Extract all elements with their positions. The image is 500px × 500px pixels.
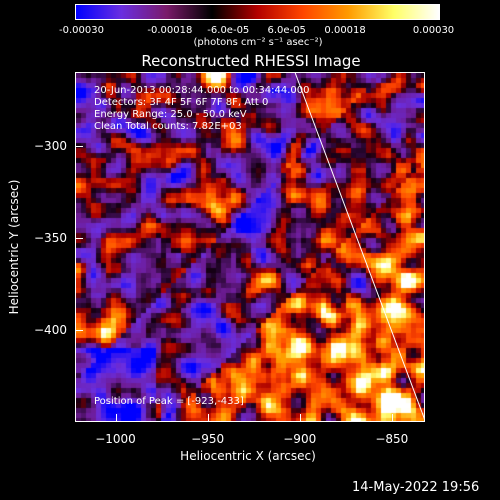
annotation-detectors: Detectors: 3F 4F 5F 6F 7F 8F, Att 0 <box>94 97 269 108</box>
plot-overlay <box>294 73 424 420</box>
heatmap-image <box>76 73 424 421</box>
colorbar-tick-label: -0.00018 <box>147 25 193 36</box>
x-tick-label: −1000 <box>95 432 136 446</box>
plot-area: 20-Jun-2013 00:28:44.000 to 00:34:44.000… <box>75 72 425 422</box>
colorbar-tick-label: -0.00030 <box>59 25 104 36</box>
x-tick-mark <box>207 414 209 422</box>
datestamp: 14-May-2022 19:56 <box>352 480 480 495</box>
y-tick-label: −400 <box>34 322 67 337</box>
x-tick-mark <box>115 414 117 422</box>
chart-title: Reconstructed RHESSI Image <box>141 52 361 70</box>
annotation-counts: Clean Total counts: 7.82E+03 <box>94 121 242 132</box>
y-tick-label: −350 <box>34 230 67 245</box>
colorbar-units: (photons cm⁻² s⁻¹ asec⁻²) <box>193 37 323 48</box>
colorbar-tick-label: 0.00018 <box>324 25 366 36</box>
annotation-energy: Energy Range: 25.0 - 50.0 keV <box>94 109 247 120</box>
colorbar-tick-label: 6.0e-05 <box>267 25 306 36</box>
x-tick-mark <box>391 414 393 422</box>
y-tick-mark <box>75 145 83 147</box>
colorbar-tick-label: -6.0e-05 <box>207 25 250 36</box>
y-tick-label: −300 <box>34 138 67 153</box>
annotation-time-range: 20-Jun-2013 00:28:44.000 to 00:34:44.000 <box>94 85 310 96</box>
y-axis-label: Heliocentric Y (arcsec) <box>7 179 21 315</box>
x-tick-label: −850 <box>375 432 409 446</box>
annotation-peak: Position of Peak = [-923,-433] <box>94 396 244 407</box>
colorbar-tick-label: 0.00030 <box>412 25 455 36</box>
colorbar <box>75 4 440 20</box>
y-tick-mark <box>75 329 83 331</box>
solar-limb-line <box>294 73 424 420</box>
y-tick-mark <box>75 237 83 239</box>
x-tick-label: −900 <box>283 432 317 446</box>
x-tick-mark <box>299 414 301 422</box>
x-tick-label: −950 <box>191 432 225 446</box>
x-axis-label: Heliocentric X (arcsec) <box>180 449 316 463</box>
